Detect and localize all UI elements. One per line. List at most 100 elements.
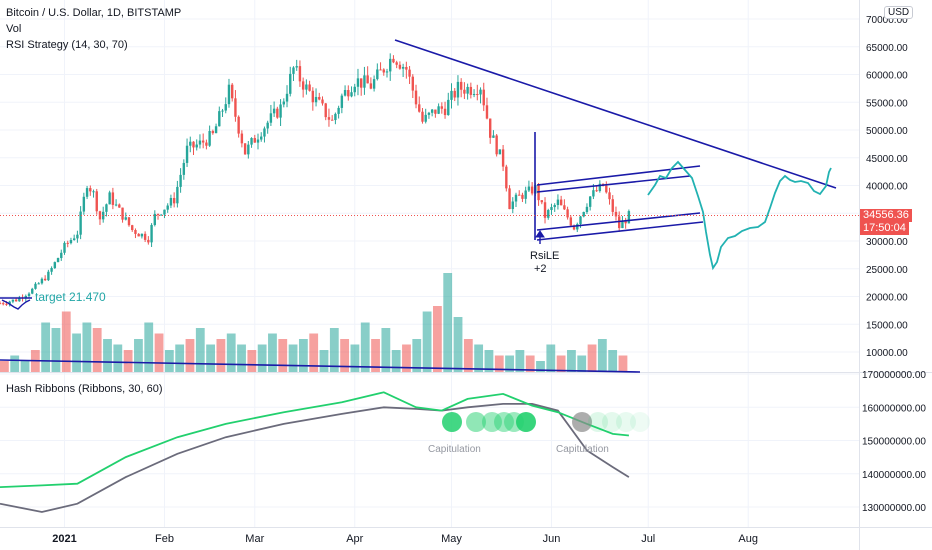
price-tick-label: 60000.00 bbox=[866, 71, 908, 82]
candle-body bbox=[76, 234, 79, 239]
candle-body bbox=[227, 84, 231, 105]
candle-body bbox=[340, 95, 344, 108]
volume-bar bbox=[536, 361, 545, 372]
candle-body bbox=[11, 299, 15, 302]
candle-body bbox=[105, 204, 108, 212]
candle-body bbox=[411, 76, 414, 91]
volume-bar bbox=[587, 344, 597, 372]
volume-bar bbox=[309, 333, 319, 372]
volume-bar bbox=[216, 339, 226, 372]
candle-body bbox=[89, 188, 92, 192]
volume-bar bbox=[92, 328, 102, 372]
drawings[interactable] bbox=[0, 39, 837, 373]
candle-body bbox=[524, 190, 527, 199]
candle-body bbox=[276, 108, 279, 118]
candle-body bbox=[82, 196, 86, 212]
candle-body bbox=[134, 230, 137, 234]
price-axis[interactable]: 70000.00 65000.00 60000.00 55000.00 50000.00… bbox=[862, 15, 926, 514]
candle-body bbox=[466, 86, 469, 94]
forecast-path[interactable] bbox=[647, 160, 832, 271]
candle-body bbox=[572, 225, 576, 230]
volume-bar bbox=[567, 350, 576, 372]
time-axis[interactable]: 2021 Feb Mar Apr May Jun Jul Aug bbox=[52, 533, 758, 545]
volume-bar bbox=[144, 322, 154, 372]
volume-bar bbox=[463, 339, 473, 372]
last-price-badge: 34556.36 bbox=[860, 209, 912, 222]
candle-body bbox=[398, 64, 402, 69]
capitulation-start-dot bbox=[572, 412, 592, 432]
candle-body bbox=[421, 111, 424, 122]
candle-body bbox=[127, 217, 131, 226]
volume-bar bbox=[10, 355, 20, 372]
time-tick-label: Aug bbox=[738, 533, 758, 545]
candle-body bbox=[43, 278, 47, 281]
target-wave bbox=[1, 299, 31, 310]
volume-bar bbox=[340, 339, 350, 372]
candle-body bbox=[308, 84, 311, 91]
candle-body bbox=[156, 213, 160, 215]
price-tick-label: 20000.00 bbox=[866, 293, 908, 304]
candle-body bbox=[479, 89, 482, 95]
candle-body bbox=[79, 211, 82, 235]
candle-body bbox=[279, 104, 282, 118]
indicator-rsi-label[interactable]: RSI Strategy (14, 30, 70) bbox=[6, 39, 128, 51]
candle-body bbox=[243, 143, 247, 155]
candle-body bbox=[124, 217, 127, 220]
candle-body bbox=[456, 81, 460, 98]
candle-body bbox=[176, 186, 179, 204]
candle-body bbox=[179, 174, 182, 187]
hash-tick-label: 160000000.00 bbox=[862, 403, 926, 414]
candle-body bbox=[50, 268, 53, 272]
candle-body bbox=[292, 67, 295, 74]
indicator-hash-label[interactable]: Hash Ribbons (Ribbons, 30, 60) bbox=[6, 383, 163, 395]
volume-bar bbox=[443, 273, 453, 372]
candle-body bbox=[18, 297, 21, 302]
volume-bar bbox=[278, 339, 288, 372]
candle-body bbox=[24, 295, 27, 299]
volume-bar bbox=[525, 355, 535, 372]
volume-bar bbox=[298, 339, 308, 372]
candle-body bbox=[327, 117, 331, 120]
currency-button[interactable]: USD bbox=[884, 6, 914, 19]
volume-bar bbox=[175, 344, 185, 372]
candle-body bbox=[205, 142, 208, 146]
candle-body bbox=[282, 101, 285, 105]
candle-body bbox=[34, 283, 37, 289]
candle-body bbox=[621, 221, 624, 229]
candle-body bbox=[92, 191, 95, 193]
volume-bar bbox=[360, 322, 370, 372]
indicator-vol-label[interactable]: Vol bbox=[6, 23, 22, 35]
candle-body bbox=[395, 62, 398, 65]
candle-body bbox=[269, 113, 273, 123]
rsile-arrow-icon bbox=[535, 230, 545, 244]
time-tick-label: May bbox=[441, 533, 462, 545]
candle-body bbox=[234, 98, 237, 117]
volume-bar bbox=[608, 350, 618, 372]
volume-bar bbox=[494, 355, 504, 372]
candle-body bbox=[182, 162, 186, 175]
candle-body bbox=[2, 303, 5, 305]
price-tick-label: 10000.00 bbox=[866, 348, 908, 359]
candle-body bbox=[505, 166, 508, 189]
candle-body bbox=[298, 66, 302, 82]
candle-body bbox=[31, 288, 34, 294]
volume-bar bbox=[597, 339, 607, 372]
candle-body bbox=[198, 140, 202, 145]
volume-bar bbox=[484, 350, 494, 372]
price-tick-label: 70000.00 bbox=[866, 15, 908, 26]
candle-body bbox=[285, 93, 289, 102]
candle-body bbox=[559, 199, 563, 206]
candle-body bbox=[553, 204, 556, 208]
capitulation-buy-dot bbox=[442, 412, 462, 432]
candle-body bbox=[311, 90, 315, 103]
candle-body bbox=[450, 90, 453, 100]
candle-body bbox=[501, 149, 505, 167]
descending-trendline bbox=[394, 39, 837, 189]
symbol-title[interactable]: Bitcoin / U.S. Dollar, 1D, BITSTAMP bbox=[6, 7, 182, 19]
volume-bar bbox=[0, 361, 9, 372]
volume-bars bbox=[0, 273, 628, 372]
volume-bar bbox=[61, 311, 71, 372]
candle-body bbox=[521, 194, 524, 199]
candle-body bbox=[405, 66, 408, 70]
